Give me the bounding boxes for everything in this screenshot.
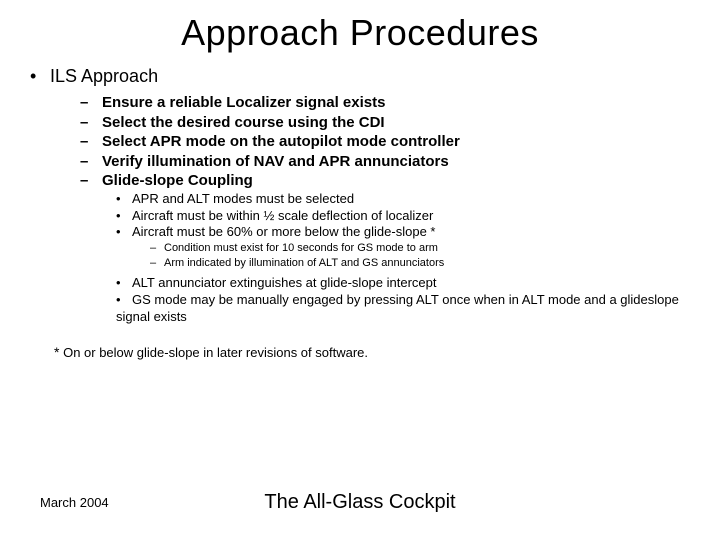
bullet-l2: –Select the desired course using the CDI [80, 113, 700, 133]
bullet-l3-text: Aircraft must be 60% or more below the g… [132, 224, 435, 239]
bullet-dot-icon: • [116, 292, 132, 309]
footer-title: The All-Glass Cockpit [0, 491, 720, 514]
dash-icon: – [80, 152, 102, 172]
bullet-l4-text: Arm indicated by illumination of ALT and… [164, 257, 444, 269]
bullet-l2-text: Select the desired course using the CDI [102, 114, 385, 131]
bullet-l2: –Select APR mode on the autopilot mode c… [80, 132, 700, 152]
bullet-l4-text: Condition must exist for 10 seconds for … [164, 242, 438, 254]
bullet-l4: –Arm indicated by illumination of ALT an… [150, 256, 700, 271]
bullet-l3: •APR and ALT modes must be selected [116, 191, 700, 208]
bullet-l3-text: GS mode may be manually engaged by press… [116, 292, 679, 324]
bullet-l3: •Aircraft must be 60% or more below the … [116, 224, 700, 241]
bullet-l2-text: Glide-slope Coupling [102, 172, 253, 189]
dash-icon: – [80, 132, 102, 152]
dash-icon: – [80, 113, 102, 133]
bullet-l2-text: Verify illumination of NAV and APR annun… [102, 153, 449, 170]
slide-title: Approach Procedures [0, 0, 720, 64]
bullet-l2: –Ensure a reliable Localizer signal exis… [80, 93, 700, 113]
bullet-dot-icon: • [116, 275, 132, 292]
l3-group-b: •ALT annunciator extinguishes at glide-s… [30, 275, 700, 326]
bullet-dot-icon: • [116, 224, 132, 241]
bullet-l3-text: ALT annunciator extinguishes at glide-sl… [132, 275, 436, 290]
bullet-l3: •GS mode may be manually engaged by pres… [116, 292, 700, 326]
dash-icon: – [150, 241, 164, 256]
bullet-l3-text: Aircraft must be within ½ scale deflecti… [132, 208, 433, 223]
bullet-l2-text: Ensure a reliable Localizer signal exist… [102, 94, 385, 111]
dash-icon: – [80, 171, 102, 191]
bullet-dot-icon: • [116, 208, 132, 225]
l2-group: –Ensure a reliable Localizer signal exis… [30, 93, 700, 191]
bullet-l2-text: Select APR mode on the autopilot mode co… [102, 133, 460, 150]
bullet-l3-text: APR and ALT modes must be selected [132, 191, 354, 206]
bullet-l2: –Glide-slope Coupling [80, 171, 700, 191]
l3-group-a: •APR and ALT modes must be selected •Air… [30, 191, 700, 242]
bullet-l4: –Condition must exist for 10 seconds for… [150, 241, 700, 256]
bullet-dot-icon: • [116, 191, 132, 208]
bullet-l3: •Aircraft must be within ½ scale deflect… [116, 208, 700, 225]
bullet-l3: •ALT annunciator extinguishes at glide-s… [116, 275, 700, 292]
bullet-l2: –Verify illumination of NAV and APR annu… [80, 152, 700, 172]
slide-body: •ILS Approach –Ensure a reliable Localiz… [0, 64, 720, 326]
bullet-l1: •ILS Approach [30, 64, 700, 89]
slide: Approach Procedures •ILS Approach –Ensur… [0, 0, 720, 540]
bullet-dot-icon: • [30, 64, 50, 89]
l4-group: –Condition must exist for 10 seconds for… [30, 241, 700, 271]
dash-icon: – [80, 93, 102, 113]
footnote-mark: * [54, 344, 59, 360]
dash-icon: – [150, 256, 164, 271]
footnote: * On or below glide-slope in later revis… [0, 344, 720, 360]
footnote-text: On or below glide-slope in later revisio… [63, 345, 368, 360]
bullet-l1-text: ILS Approach [50, 66, 158, 86]
